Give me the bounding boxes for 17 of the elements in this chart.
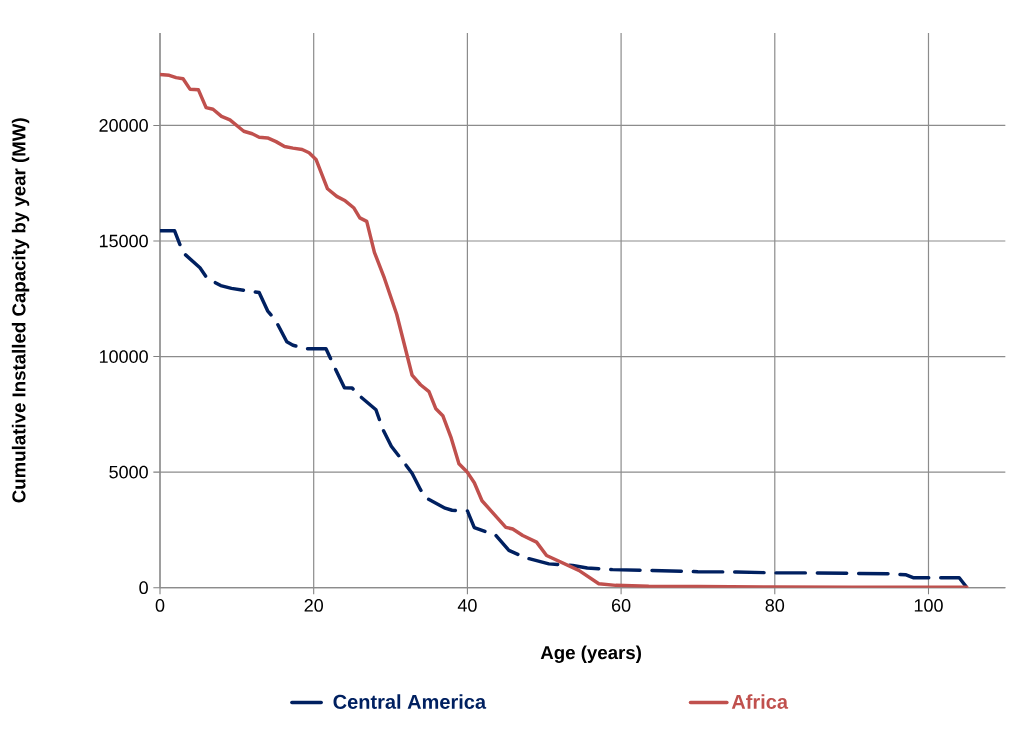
legend-label: Central America (333, 694, 487, 709)
x-tick-label: 20 (304, 599, 323, 612)
x-tick-label: 60 (612, 599, 631, 612)
line-series (160, 72, 969, 588)
y-axis-title: Cumulative Installed Capacity by year (MW) (11, 118, 30, 503)
x-axis-title: Age (years) (540, 645, 641, 663)
y-tick-label: 0 (139, 581, 148, 595)
y-tick-label: 15000 (99, 234, 148, 248)
legend-label: Africa (731, 694, 789, 709)
x-tick-label: 0 (155, 599, 165, 612)
x-tick-label: 40 (457, 599, 477, 612)
y-tick-label: 5000 (109, 465, 148, 479)
y-tick-label: 20000 (99, 119, 148, 132)
line-series (160, 229, 969, 588)
y-tick-label: 10000 (99, 350, 148, 363)
x-tick-label: 100 (914, 599, 943, 612)
x-tick-label: 80 (765, 599, 785, 612)
